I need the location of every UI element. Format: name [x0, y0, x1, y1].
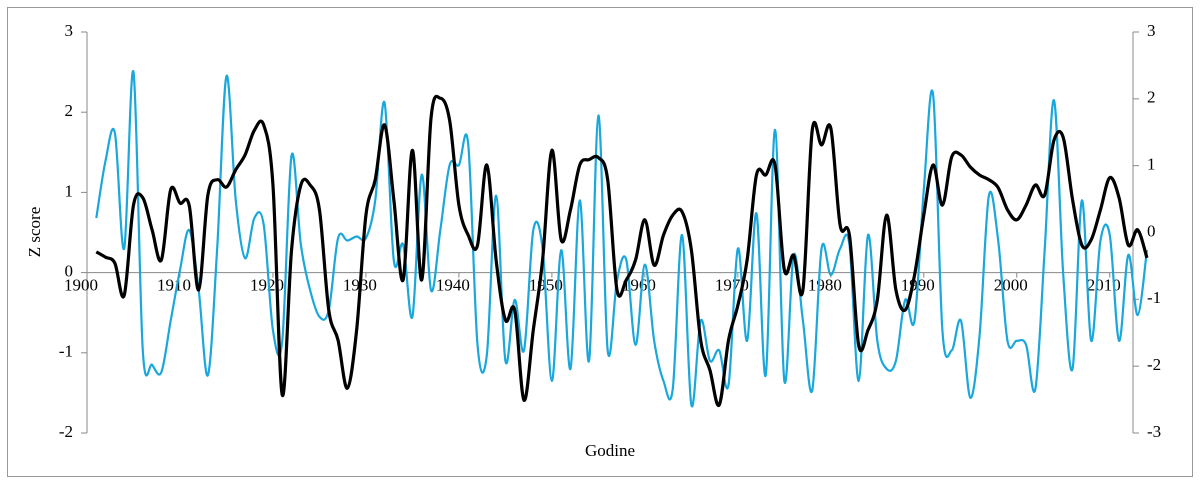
x-tick-label: 1940	[436, 276, 470, 295]
x-tick-label: 1910	[157, 276, 191, 295]
y2-tick-label: -2	[1147, 355, 1161, 374]
y2-tick-label: 3	[1147, 21, 1156, 40]
x-tick-label: 2000	[994, 276, 1028, 295]
x-tick-label: 2010	[1087, 276, 1121, 295]
y2-tick-label: 2	[1147, 88, 1156, 107]
y-tick-label: 2	[65, 101, 74, 120]
chart-border	[7, 7, 1193, 477]
y-tick-label: 0	[65, 262, 74, 281]
x-tick-label: 1980	[808, 276, 842, 295]
x-tick-label: 1900	[64, 276, 98, 295]
y-axis-title: Z score	[25, 207, 44, 258]
y-tick-label: -2	[59, 422, 73, 441]
y2-tick-label: 1	[1147, 155, 1156, 174]
series-line	[95, 70, 1149, 408]
x-axis-title: Godine	[585, 441, 635, 460]
y2-tick-label: 0	[1147, 221, 1156, 240]
y2-tick-label: -3	[1147, 422, 1161, 441]
x-tick-label: 1920	[250, 276, 284, 295]
y2-tick-label: -1	[1147, 288, 1161, 307]
y-tick-label: 1	[65, 181, 74, 200]
y-tick-label: -1	[59, 342, 73, 361]
y-tick-label: 3	[65, 21, 74, 40]
series-line	[95, 94, 1149, 407]
